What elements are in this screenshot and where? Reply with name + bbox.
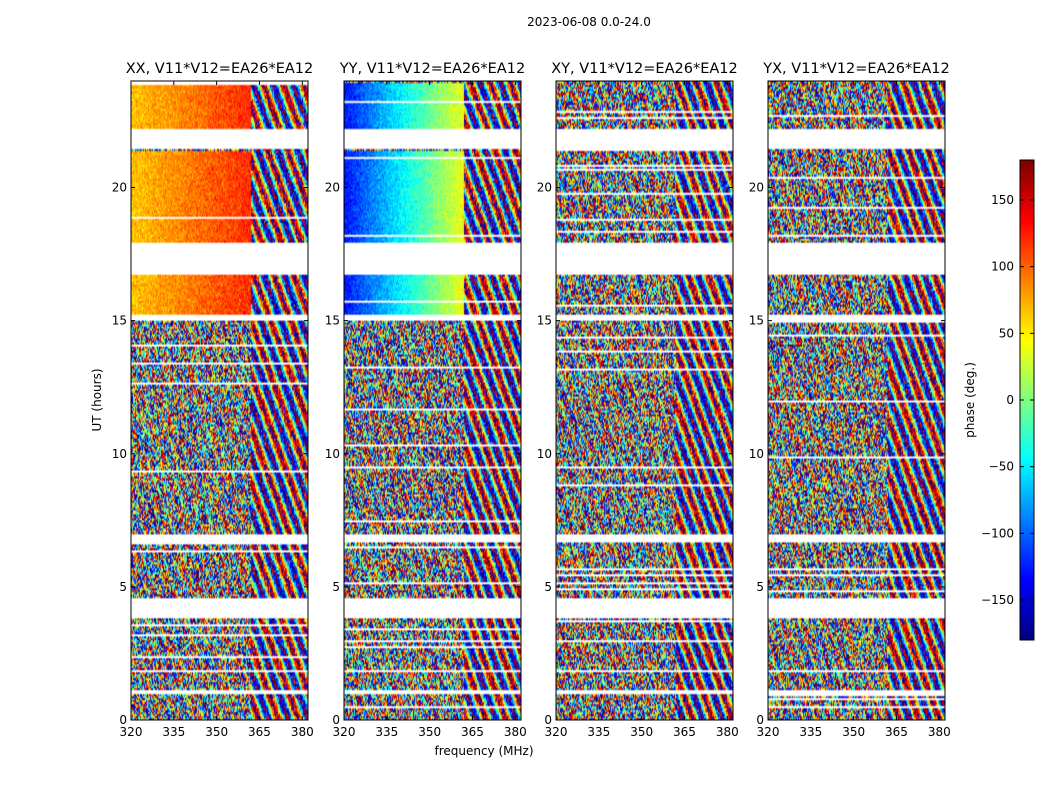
colorbar-tick-label: −50 — [989, 460, 1014, 474]
y-tick-label: 20 — [112, 181, 127, 195]
y-tick-label: 0 — [332, 713, 340, 727]
panels-group: XX, V11*V12=EA26*EA12 320 335 350 365 380 0 5 10… — [112, 61, 951, 739]
y-tick-label: 15 — [325, 314, 340, 328]
y-tick-label: 10 — [112, 447, 127, 461]
x-axis-label: frequency (MHz) — [434, 744, 533, 758]
x-tick-label: 335 — [375, 725, 398, 739]
x-tick-label: 335 — [799, 725, 822, 739]
panel-yy: YY, V11*V12=EA26*EA12 320 335 350 365 380 0 5 10… — [325, 61, 527, 739]
colorbar-tick-label: −150 — [981, 593, 1014, 607]
y-tick-label: 5 — [544, 580, 552, 594]
x-tick-label: 350 — [418, 725, 441, 739]
y-tick-label: 5 — [119, 580, 127, 594]
x-tick-label: 350 — [630, 725, 653, 739]
x-tick-label: 365 — [461, 725, 484, 739]
y-tick-label: 15 — [537, 314, 552, 328]
x-tick-label: 335 — [162, 725, 185, 739]
panel-title: YY, V11*V12=EA26*EA12 — [339, 61, 525, 77]
x-tick-label: 320 — [757, 725, 780, 739]
phase-heatmap — [344, 81, 521, 720]
panel-frame — [767, 80, 946, 721]
colorbar: 150 100 50 0 −50 −100 −150 — [981, 159, 1035, 641]
colorbar-tick-label: 50 — [999, 326, 1014, 340]
phase-heatmap — [556, 81, 733, 720]
x-tick-label: 320 — [333, 725, 356, 739]
y-tick-label: 5 — [332, 580, 340, 594]
y-axis-label: UT (hours) — [90, 368, 104, 431]
panel-title: YX, V11*V12=EA26*EA12 — [762, 61, 949, 77]
x-tick-label: 350 — [205, 725, 228, 739]
colorbar-tick-label: 100 — [991, 260, 1014, 274]
y-tick-label: 10 — [325, 447, 340, 461]
colorbar-tick-label: 150 — [991, 193, 1014, 207]
y-tick-label: 20 — [537, 181, 552, 195]
panel-frame — [130, 80, 309, 721]
panel-frame — [343, 80, 522, 721]
y-tick-label: 0 — [119, 713, 127, 727]
x-tick-label: 365 — [248, 725, 271, 739]
y-tick-label: 10 — [749, 447, 764, 461]
y-tick-label: 5 — [756, 580, 764, 594]
x-tick-label: 380 — [928, 725, 951, 739]
x-tick-label: 335 — [587, 725, 610, 739]
colorbar-tick-label: −100 — [981, 526, 1014, 540]
y-tick-label: 0 — [544, 713, 552, 727]
phase-heatmap — [131, 81, 308, 720]
panel-frame — [555, 80, 734, 721]
x-tick-label: 350 — [842, 725, 865, 739]
y-tick-label: 15 — [749, 314, 764, 328]
colorbar-tick-label: 0 — [1006, 393, 1014, 407]
panel-yx: YX, V11*V12=EA26*EA12 320 335 350 365 380 0 5 10… — [749, 61, 951, 739]
y-tick-label: 20 — [325, 181, 340, 195]
colorbar-label: phase (deg.) — [963, 362, 977, 438]
y-tick-label: 20 — [749, 181, 764, 195]
colorbar-gradient — [1020, 160, 1034, 640]
x-tick-label: 380 — [291, 725, 314, 739]
y-tick-label: 0 — [756, 713, 764, 727]
panel-title: XY, V11*V12=EA26*EA12 — [551, 61, 737, 77]
x-tick-label: 380 — [504, 725, 527, 739]
x-tick-label: 320 — [545, 725, 568, 739]
y-tick-label: 15 — [112, 314, 127, 328]
x-tick-label: 365 — [673, 725, 696, 739]
x-tick-label: 320 — [120, 725, 143, 739]
panel-xy: XY, V11*V12=EA26*EA12 320 335 350 365 380 0 5 10… — [537, 61, 739, 739]
figure-title: 2023-06-08 0.0-24.0 — [527, 15, 651, 29]
panel-xx: XX, V11*V12=EA26*EA12 320 335 350 365 380 0 5 10… — [112, 61, 314, 739]
y-tick-label: 10 — [537, 447, 552, 461]
x-tick-label: 365 — [885, 725, 908, 739]
x-tick-label: 380 — [716, 725, 739, 739]
panel-title: XX, V11*V12=EA26*EA12 — [126, 61, 314, 77]
phase-heatmap — [768, 81, 945, 720]
